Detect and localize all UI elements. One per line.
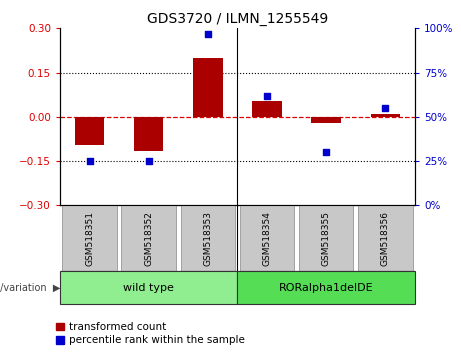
Text: GSM518351: GSM518351	[85, 211, 94, 266]
Point	[263, 93, 271, 98]
Point	[86, 158, 93, 164]
Bar	[252, 101, 282, 117]
Bar	[299, 205, 354, 271]
Point	[204, 31, 212, 36]
Text: wild type: wild type	[123, 282, 174, 293]
Text: GSM518352: GSM518352	[144, 211, 153, 266]
Bar	[181, 205, 235, 271]
Bar	[60, 271, 237, 304]
Bar	[121, 205, 176, 271]
Bar	[358, 205, 413, 271]
Text: GSM518355: GSM518355	[322, 211, 331, 266]
Bar	[193, 58, 223, 117]
Text: RORalpha1delDE: RORalpha1delDE	[279, 282, 373, 293]
Point	[145, 158, 152, 164]
Text: GSM518356: GSM518356	[381, 211, 390, 266]
Bar	[237, 271, 415, 304]
Bar	[240, 205, 294, 271]
Legend: transformed count, percentile rank within the sample: transformed count, percentile rank withi…	[56, 322, 245, 345]
Bar	[311, 117, 341, 123]
Title: GDS3720 / ILMN_1255549: GDS3720 / ILMN_1255549	[147, 12, 328, 26]
Text: GSM518353: GSM518353	[203, 211, 213, 266]
Bar	[371, 114, 400, 117]
Bar	[134, 117, 164, 151]
Text: GSM518354: GSM518354	[262, 211, 272, 266]
Point	[322, 149, 330, 155]
Text: genotype/variation  ▶: genotype/variation ▶	[0, 282, 60, 293]
Point	[382, 105, 389, 111]
Bar	[62, 205, 117, 271]
Bar	[75, 117, 104, 145]
